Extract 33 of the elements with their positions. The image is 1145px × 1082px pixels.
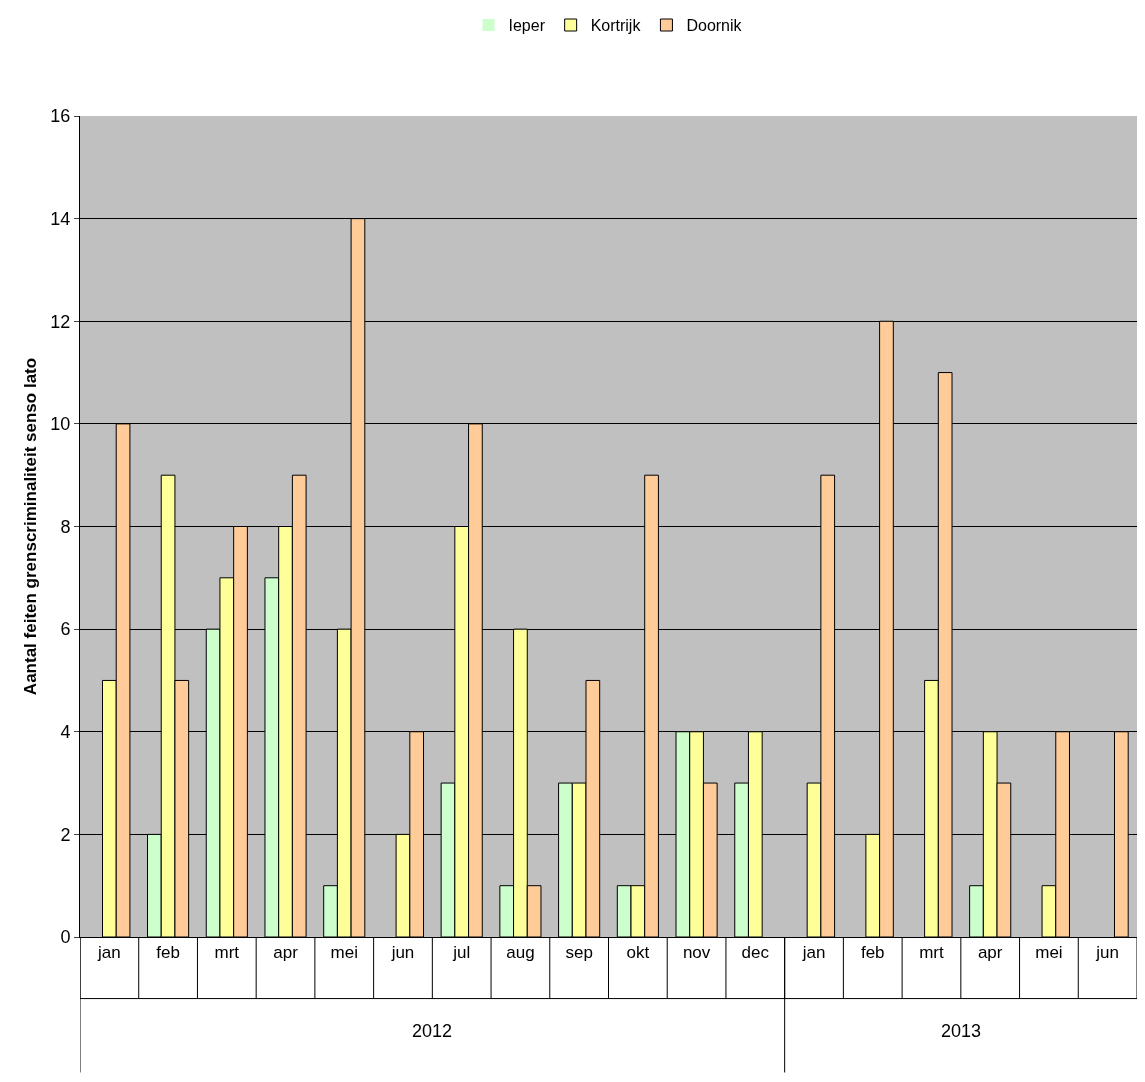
y-axis-title: Aantal feiten grenscriminaliteit senso lato bbox=[21, 357, 40, 696]
y-tick-label: 10 bbox=[50, 414, 71, 435]
x-tick-label: dec bbox=[741, 943, 770, 963]
x-tick-label: nov bbox=[682, 943, 711, 963]
x-tick-label: feb bbox=[860, 943, 885, 963]
x-tick-label: okt bbox=[626, 943, 650, 963]
legend-label: Kortrijk bbox=[590, 17, 642, 35]
x-tick-label: jun bbox=[1095, 943, 1119, 963]
y-tick-label: 16 bbox=[50, 106, 71, 127]
text: 2012 bbox=[412, 1021, 453, 1041]
x-tick-label: aug bbox=[506, 943, 535, 963]
y-tick-label: 4 bbox=[60, 722, 71, 743]
x-tick-label: mrt bbox=[919, 943, 945, 963]
x-tick-label: jan bbox=[801, 943, 826, 963]
x-tick-label: jun bbox=[390, 943, 415, 963]
y-tick-label: 12 bbox=[50, 311, 71, 332]
x-tick-label: jul bbox=[452, 943, 471, 963]
x-tick-label: mei bbox=[330, 943, 358, 963]
y-tick-label: 2 bbox=[60, 824, 71, 845]
text: 2013 bbox=[941, 1021, 982, 1041]
x-tick-label: feb bbox=[156, 943, 180, 963]
y-tick-label: 6 bbox=[60, 619, 71, 640]
y-tick-label: 8 bbox=[60, 516, 71, 537]
x-tick-label: sep bbox=[565, 943, 593, 963]
x-tick-label: apr bbox=[273, 943, 299, 963]
x-tick-label: mei bbox=[1035, 943, 1063, 963]
x-tick-label: jan bbox=[97, 943, 121, 963]
x-tick-label: mrt bbox=[214, 943, 240, 963]
y-tick-label: 0 bbox=[60, 927, 71, 948]
legend-label: Doornik bbox=[686, 17, 743, 35]
y-tick-label: 14 bbox=[50, 208, 71, 229]
x-tick-label: apr bbox=[977, 943, 1003, 963]
legend-label: Ieper bbox=[508, 17, 546, 35]
